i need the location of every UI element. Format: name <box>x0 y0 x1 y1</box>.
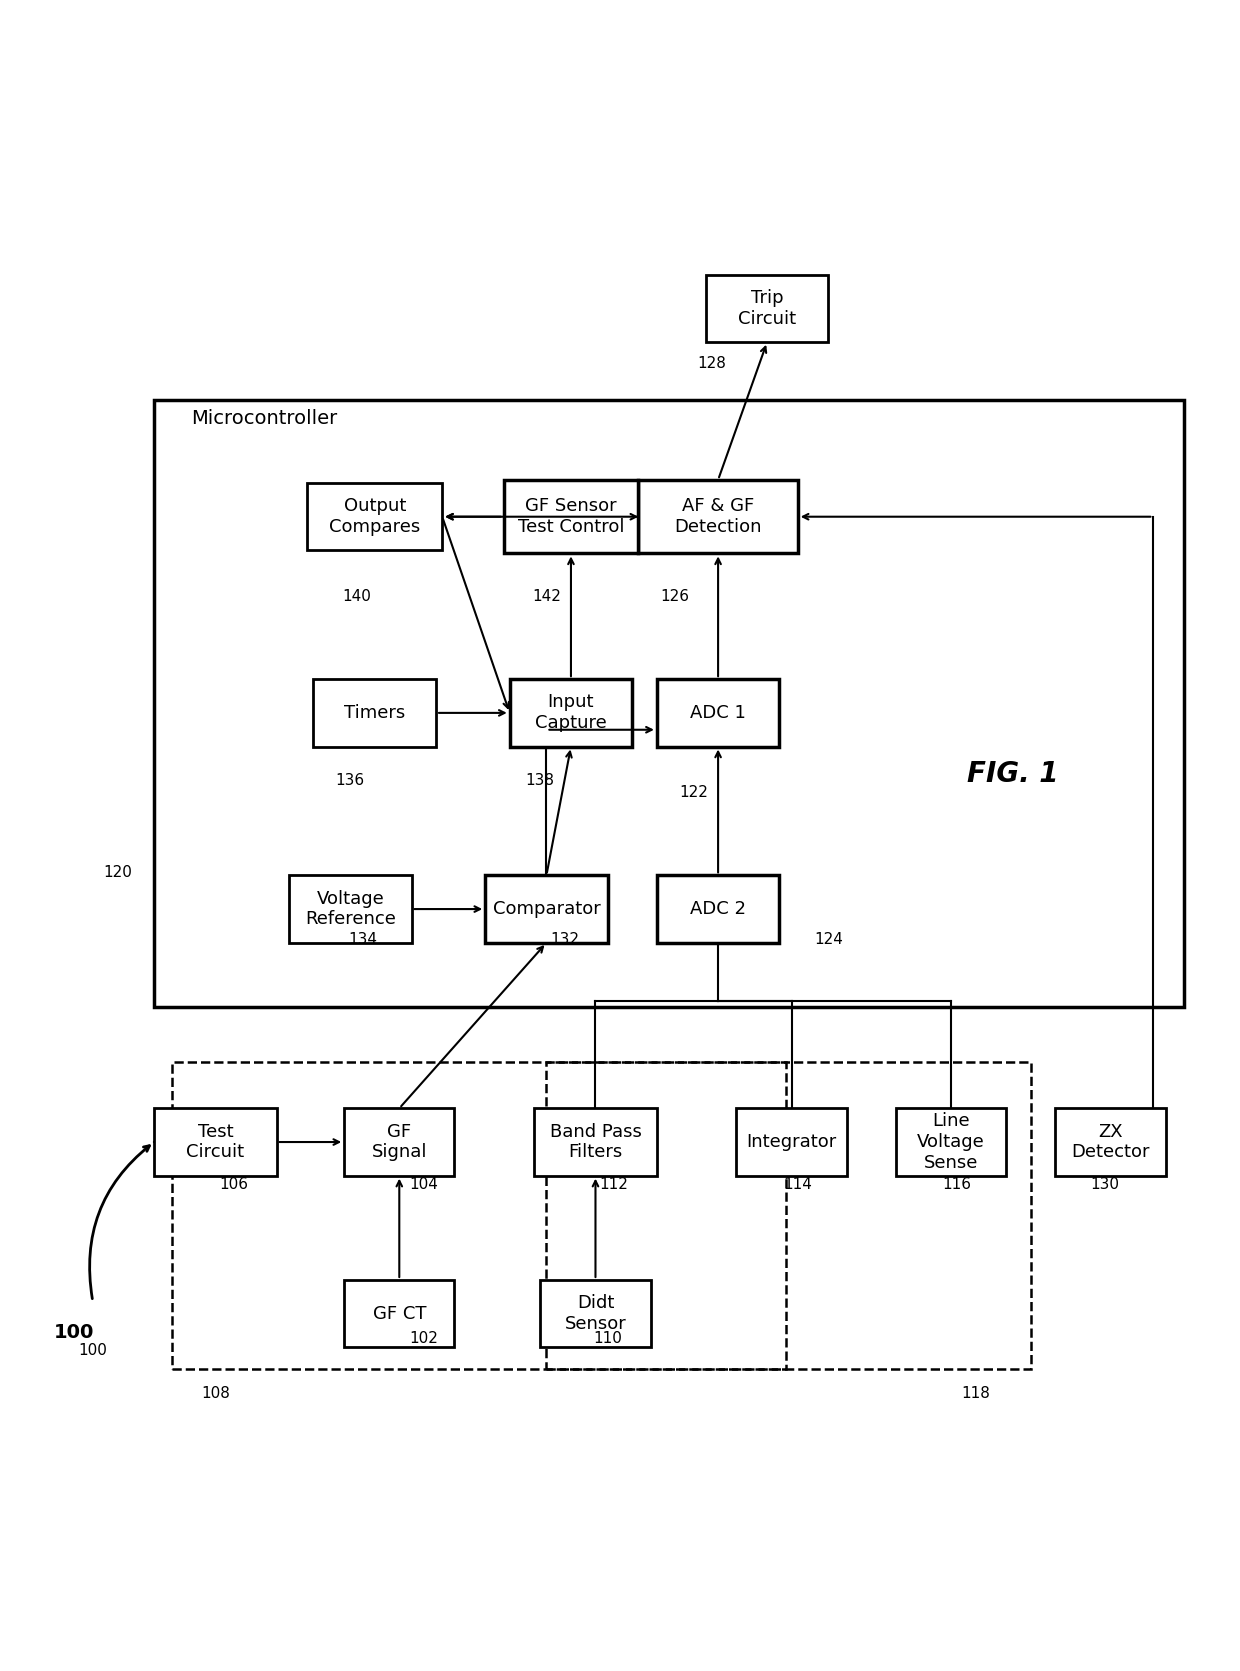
FancyBboxPatch shape <box>657 876 780 942</box>
Text: AF & GF
Detection: AF & GF Detection <box>675 498 761 536</box>
Text: Input
Capture: Input Capture <box>536 693 606 732</box>
Text: FIG. 1: FIG. 1 <box>967 760 1058 789</box>
Text: 100: 100 <box>55 1322 94 1342</box>
Text: Comparator: Comparator <box>492 901 600 917</box>
FancyBboxPatch shape <box>345 1280 455 1347</box>
Text: 126: 126 <box>661 588 689 603</box>
Text: Voltage
Reference: Voltage Reference <box>305 889 396 929</box>
FancyBboxPatch shape <box>485 876 608 942</box>
Text: 104: 104 <box>409 1178 438 1193</box>
Bar <box>154 401 1184 1008</box>
FancyBboxPatch shape <box>541 1280 651 1347</box>
Text: GF CT: GF CT <box>372 1305 427 1323</box>
Text: 122: 122 <box>680 785 708 800</box>
FancyBboxPatch shape <box>895 1108 1006 1176</box>
Bar <box>172 1063 785 1369</box>
FancyBboxPatch shape <box>308 483 443 550</box>
Text: GF Sensor
Test Control: GF Sensor Test Control <box>518 498 624 536</box>
FancyBboxPatch shape <box>314 678 436 747</box>
FancyBboxPatch shape <box>503 480 639 553</box>
Text: Didt
Sensor: Didt Sensor <box>564 1295 626 1333</box>
Text: 130: 130 <box>1090 1178 1118 1193</box>
Text: 108: 108 <box>201 1385 229 1400</box>
Text: 114: 114 <box>784 1178 812 1193</box>
Text: GF
Signal: GF Signal <box>372 1123 427 1161</box>
FancyBboxPatch shape <box>639 480 797 553</box>
Text: Timers: Timers <box>345 703 405 722</box>
Text: 134: 134 <box>348 932 377 947</box>
FancyBboxPatch shape <box>657 678 780 747</box>
Text: Band Pass
Filters: Band Pass Filters <box>549 1123 641 1161</box>
FancyBboxPatch shape <box>1055 1108 1166 1176</box>
Text: ADC 2: ADC 2 <box>691 901 746 917</box>
Text: 138: 138 <box>526 772 554 787</box>
Text: 132: 132 <box>551 932 579 947</box>
FancyBboxPatch shape <box>534 1108 657 1176</box>
Text: Line
Voltage
Sense: Line Voltage Sense <box>918 1113 985 1171</box>
Text: Test
Circuit: Test Circuit <box>186 1123 244 1161</box>
FancyBboxPatch shape <box>345 1108 455 1176</box>
Text: 112: 112 <box>599 1178 629 1193</box>
Text: Microcontroller: Microcontroller <box>191 409 337 428</box>
Text: Trip
Circuit: Trip Circuit <box>738 289 796 328</box>
Text: 140: 140 <box>342 588 371 603</box>
FancyBboxPatch shape <box>289 876 412 942</box>
Text: 106: 106 <box>219 1178 248 1193</box>
FancyBboxPatch shape <box>706 274 828 343</box>
Text: 116: 116 <box>942 1178 972 1193</box>
Text: 120: 120 <box>103 866 131 881</box>
Text: 142: 142 <box>532 588 560 603</box>
Text: 124: 124 <box>813 932 843 947</box>
Text: 102: 102 <box>409 1330 438 1345</box>
FancyBboxPatch shape <box>737 1108 847 1176</box>
Bar <box>547 1063 1030 1369</box>
Text: 118: 118 <box>961 1385 990 1400</box>
Text: ZX
Detector: ZX Detector <box>1071 1123 1149 1161</box>
Text: ADC 1: ADC 1 <box>691 703 746 722</box>
Text: 100: 100 <box>78 1343 107 1359</box>
Text: 128: 128 <box>698 356 727 371</box>
FancyBboxPatch shape <box>154 1108 277 1176</box>
Text: 110: 110 <box>593 1330 622 1345</box>
FancyBboxPatch shape <box>510 678 632 747</box>
Text: 136: 136 <box>336 772 365 787</box>
Text: Integrator: Integrator <box>746 1133 837 1151</box>
Text: Output
Compares: Output Compares <box>329 498 420 536</box>
